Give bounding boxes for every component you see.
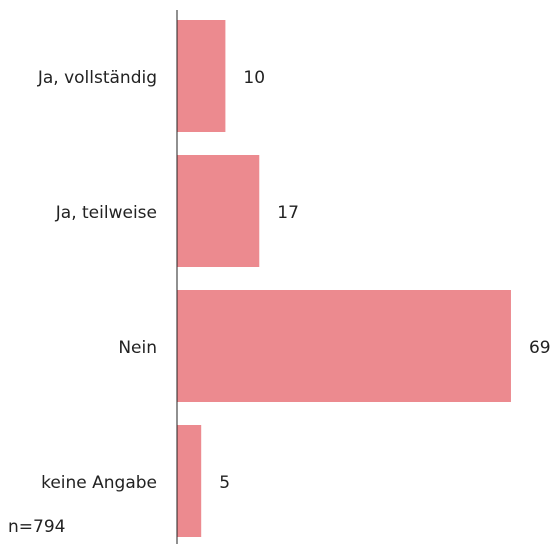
bar [177,20,226,132]
bar [177,425,202,537]
value-label: 10 [243,68,265,88]
bar [177,290,511,402]
category-label: keine Angabe [41,473,157,493]
value-label: 69 [529,338,551,358]
value-label: 17 [277,203,299,223]
category-label: Nein [118,338,157,358]
category-label: Ja, vollständig [37,68,157,88]
sample-note: n=794 [8,517,65,537]
bar [177,155,260,267]
value-label: 5 [219,473,230,493]
category-label: Ja, teilweise [55,203,157,223]
